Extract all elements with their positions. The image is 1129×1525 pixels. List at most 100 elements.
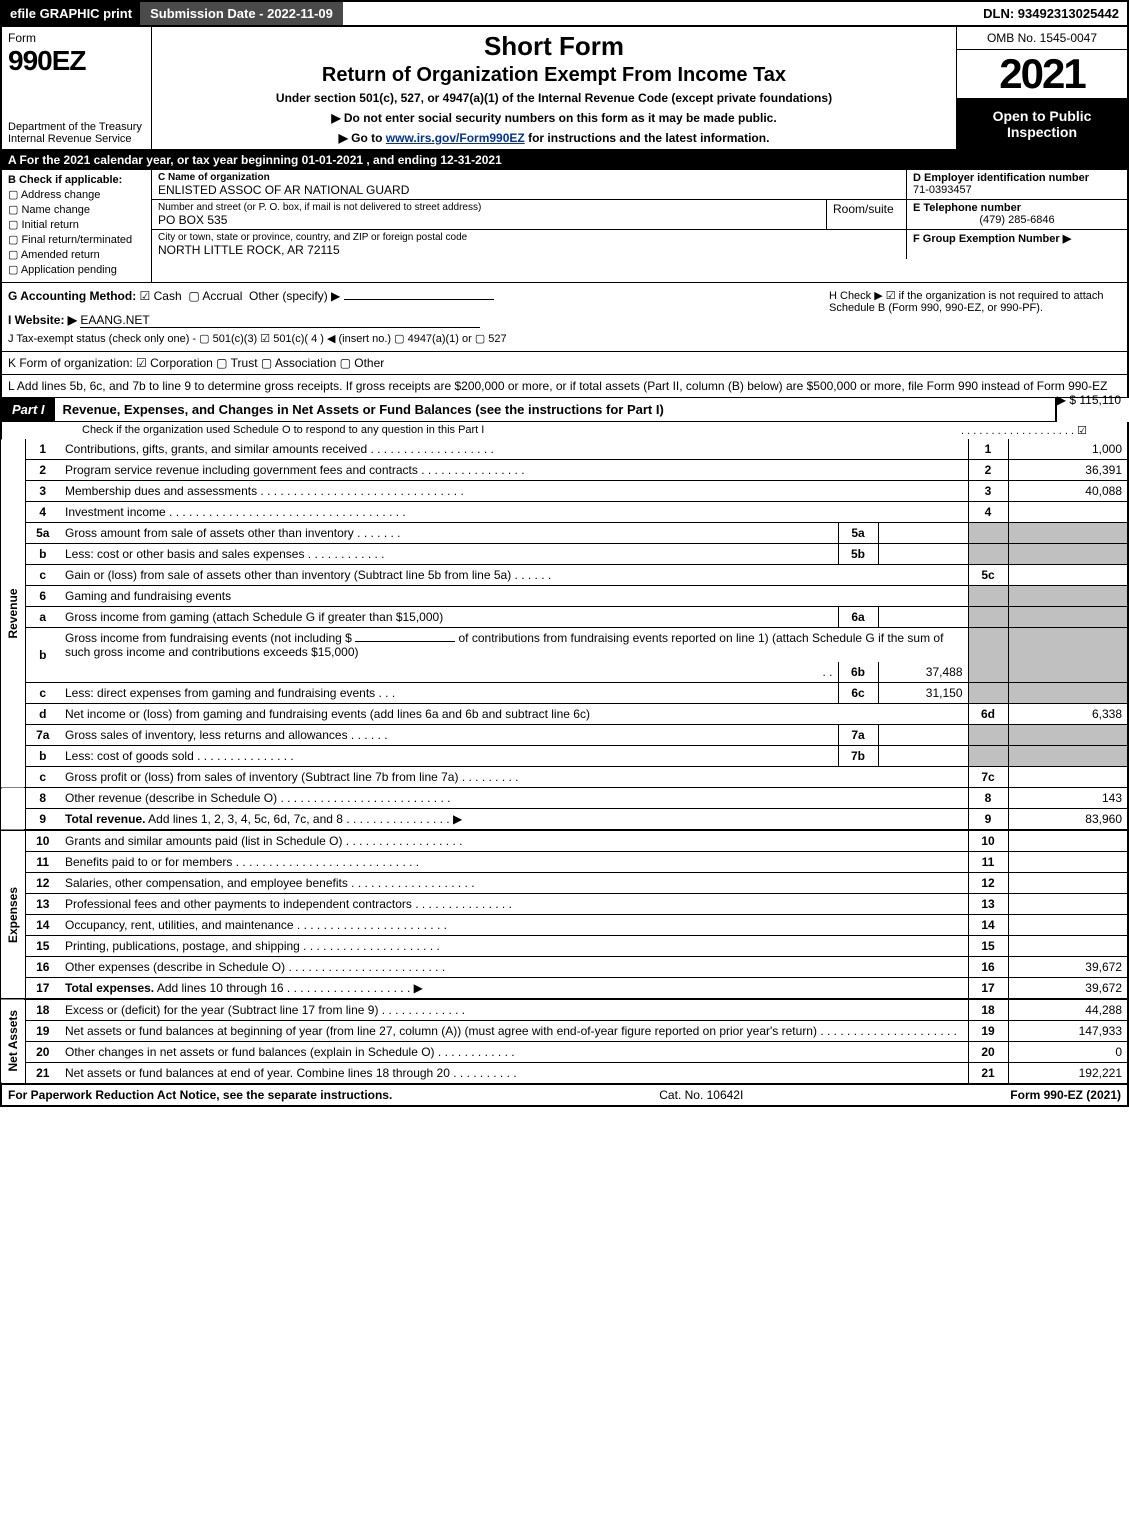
- line-2-desc: Program service revenue including govern…: [65, 463, 418, 477]
- part-1-table: Revenue 1 Contributions, gifts, grants, …: [0, 439, 1129, 1084]
- footer-left: For Paperwork Reduction Act Notice, see …: [8, 1088, 392, 1102]
- line-18-val: 44,288: [1008, 999, 1128, 1021]
- revenue-vlabel: Revenue: [1, 439, 25, 788]
- group-exemption-block: F Group Exemption Number ▶: [907, 230, 1127, 247]
- dln-label: DLN: 93492313025442: [975, 2, 1127, 25]
- line-14-val: [1008, 915, 1128, 936]
- phone-value: (479) 285-6846: [913, 214, 1121, 226]
- efile-label[interactable]: efile GRAPHIC print: [2, 2, 140, 25]
- line-7b-valshade: [1008, 746, 1128, 767]
- chk-name-change[interactable]: Name change: [8, 203, 145, 216]
- line-7b-desc: Less: cost of goods sold: [65, 749, 194, 763]
- page-footer: For Paperwork Reduction Act Notice, see …: [0, 1084, 1129, 1107]
- website-value[interactable]: EAANG.NET: [80, 313, 480, 328]
- line-4-desc: Investment income: [65, 505, 166, 519]
- line-18-no: 18: [25, 999, 60, 1021]
- line-6d-val: 6,338: [1008, 704, 1128, 725]
- line-15-num: 15: [968, 936, 1008, 957]
- form-word: Form: [8, 31, 145, 45]
- line-7c-no: c: [25, 767, 60, 788]
- line-1-num: 1: [968, 439, 1008, 460]
- chk-application-pending[interactable]: Application pending: [8, 263, 145, 276]
- info-grid: B Check if applicable: Address change Na…: [0, 170, 1129, 283]
- line-12-no: 12: [25, 873, 60, 894]
- room-suite: Room/suite: [827, 200, 907, 229]
- line-12-val: [1008, 873, 1128, 894]
- line-7b-sub: 7b: [838, 746, 878, 767]
- line-4-val: [1008, 502, 1128, 523]
- org-name-block: C Name of organization ENLISTED ASSOC OF…: [152, 170, 907, 199]
- chk-address-change[interactable]: Address change: [8, 188, 145, 201]
- line-5c-num: 5c: [968, 565, 1008, 586]
- line-16-val: 39,672: [1008, 957, 1128, 978]
- line-7a-sub: 7a: [838, 725, 878, 746]
- line-14-no: 14: [25, 915, 60, 936]
- line-11-num: 11: [968, 852, 1008, 873]
- line-6c-valshade: [1008, 683, 1128, 704]
- line-10-desc: Grants and similar amounts paid (list in…: [65, 834, 342, 848]
- line-6a-subval: [878, 607, 968, 628]
- line-14-desc: Occupancy, rent, utilities, and maintena…: [65, 918, 294, 932]
- line-5a-sub: 5a: [838, 523, 878, 544]
- line-17-no: 17: [25, 978, 60, 1000]
- line-6-desc: Gaming and fundraising events: [60, 586, 968, 607]
- phone-block: E Telephone number (479) 285-6846: [907, 200, 1127, 228]
- line-18-desc: Excess or (deficit) for the year (Subtra…: [65, 1003, 378, 1017]
- line-7a-numshade: [968, 725, 1008, 746]
- line-10-val: [1008, 830, 1128, 852]
- goto-pre: ▶ Go to: [339, 131, 386, 145]
- line-7b-no: b: [25, 746, 60, 767]
- section-b: B Check if applicable: Address change Na…: [2, 170, 152, 282]
- line-7a-subval: [878, 725, 968, 746]
- line-7c-desc: Gross profit or (loss) from sales of inv…: [65, 770, 458, 784]
- line-1-desc: Contributions, gifts, grants, and simila…: [65, 442, 367, 456]
- ssn-warning: ▶ Do not enter social security numbers o…: [158, 111, 950, 125]
- city-label: City or town, state or province, country…: [158, 232, 900, 243]
- chk-cash[interactable]: Cash: [140, 289, 182, 303]
- l-text: L Add lines 5b, 6c, and 7b to line 9 to …: [8, 379, 1107, 393]
- line-11-desc: Benefits paid to or for members: [65, 855, 232, 869]
- chk-final-return[interactable]: Final return/terminated: [8, 233, 145, 246]
- line-15-no: 15: [25, 936, 60, 957]
- chk-amended-return[interactable]: Amended return: [8, 248, 145, 261]
- line-5c-no: c: [25, 565, 60, 586]
- line-2-num: 2: [968, 460, 1008, 481]
- irs-link[interactable]: www.irs.gov/Form990EZ: [386, 131, 525, 145]
- department-label: Department of the Treasury Internal Reve…: [8, 121, 145, 145]
- goto-line: ▶ Go to www.irs.gov/Form990EZ for instru…: [158, 131, 950, 145]
- line-19-val: 147,933: [1008, 1021, 1128, 1042]
- group-exemption-label: F Group Exemption Number ▶: [913, 233, 1071, 245]
- line-13-no: 13: [25, 894, 60, 915]
- line-6c-numshade: [968, 683, 1008, 704]
- line-15-val: [1008, 936, 1128, 957]
- line-7c-val: [1008, 767, 1128, 788]
- accounting-method: G Accounting Method: Cash Accrual Other …: [8, 289, 821, 303]
- line-5c-desc: Gain or (loss) from sale of assets other…: [65, 568, 511, 582]
- line-11-val: [1008, 852, 1128, 873]
- name-label: C Name of organization: [158, 172, 900, 183]
- line-3-no: 3: [25, 481, 60, 502]
- line-6b-no: b: [25, 628, 60, 683]
- city-value: NORTH LITTLE ROCK, AR 72115: [158, 243, 900, 257]
- l-amount: ▶ $ 115,110: [1057, 393, 1121, 407]
- line-17-val: 39,672: [1008, 978, 1128, 1000]
- line-21-no: 21: [25, 1063, 60, 1084]
- line-21-desc: Net assets or fund balances at end of ye…: [65, 1066, 450, 1080]
- line-5c-val: [1008, 565, 1128, 586]
- line-8-val: 143: [1008, 788, 1128, 809]
- street-block: Number and street (or P. O. box, if mail…: [152, 200, 827, 229]
- chk-initial-return[interactable]: Initial return: [8, 218, 145, 231]
- line-9-num: 9: [968, 809, 1008, 831]
- line-11-no: 11: [25, 852, 60, 873]
- line-6b-numshade: [968, 628, 1008, 683]
- chk-accrual[interactable]: Accrual: [188, 289, 242, 303]
- schedule-o-check[interactable]: . . . . . . . . . . . . . . . . . . . ☑: [961, 424, 1087, 437]
- org-name: ENLISTED ASSOC OF AR NATIONAL GUARD: [158, 183, 900, 197]
- line-13-num: 13: [968, 894, 1008, 915]
- website-row: I Website: ▶ EAANG.NET: [8, 313, 821, 328]
- ein-value: 71-0393457: [913, 184, 972, 196]
- line-1-no: 1: [25, 439, 60, 460]
- line-2-no: 2: [25, 460, 60, 481]
- line-6-valshade: [1008, 586, 1128, 607]
- line-6c-sub: 6c: [838, 683, 878, 704]
